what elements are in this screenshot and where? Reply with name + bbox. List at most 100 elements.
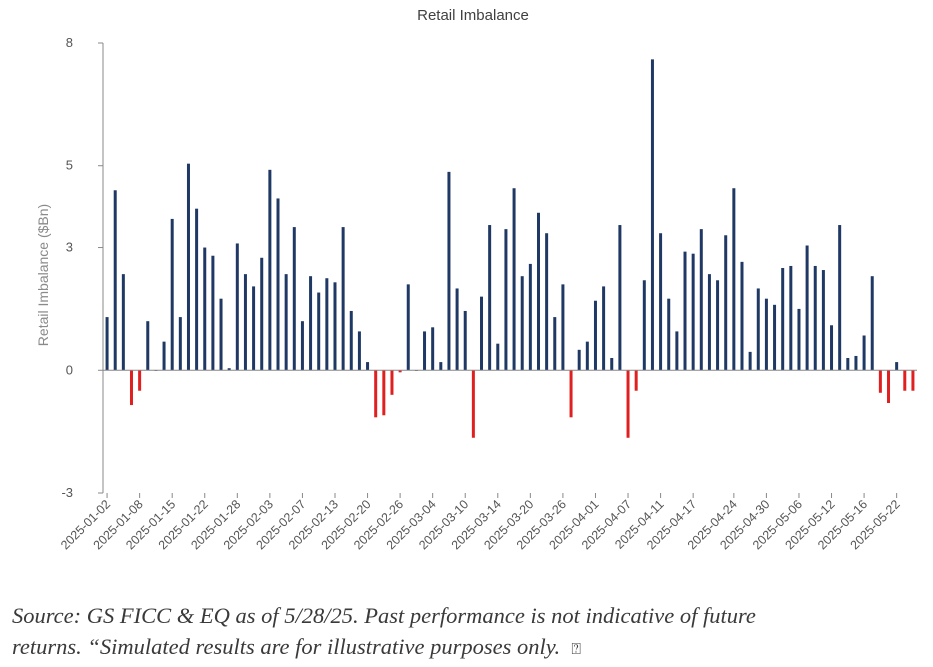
bar xyxy=(520,276,524,371)
y-tick-label: -3 xyxy=(61,485,73,500)
caption-line-1: Source: GS FICC & EQ as of 5/28/25. Past… xyxy=(12,603,756,628)
bar xyxy=(545,233,549,371)
bar xyxy=(195,208,199,371)
caption-line-2: returns. “Simulated results are for illu… xyxy=(12,631,927,665)
bar xyxy=(406,284,410,371)
bar xyxy=(878,370,882,393)
bar xyxy=(830,325,834,371)
bar xyxy=(789,265,793,371)
bar xyxy=(512,188,516,371)
bar xyxy=(854,355,858,371)
bar xyxy=(284,274,288,371)
bar xyxy=(821,270,825,371)
bar xyxy=(528,263,532,371)
bar xyxy=(211,255,215,371)
bar xyxy=(593,300,597,371)
bar xyxy=(797,308,801,371)
y-tick-label: 0 xyxy=(66,362,73,377)
bar xyxy=(870,276,874,371)
bar xyxy=(650,59,654,371)
y-axis-label: Retail Imbalance ($Bn) xyxy=(35,204,51,346)
bar xyxy=(618,225,622,371)
bar xyxy=(138,370,142,391)
bar xyxy=(162,341,166,371)
bar xyxy=(366,362,370,371)
bar xyxy=(675,331,679,371)
bar xyxy=(349,310,353,371)
missing-glyph-icon: ⍰ xyxy=(571,641,581,658)
bar xyxy=(602,286,606,371)
bar xyxy=(357,331,361,371)
bar xyxy=(724,235,728,371)
bar-series xyxy=(105,59,915,438)
bar xyxy=(219,298,223,371)
bar xyxy=(561,284,565,371)
bar xyxy=(748,351,752,371)
bar xyxy=(846,358,850,371)
bar xyxy=(455,288,459,371)
x-axis: 2025-01-022025-01-082025-01-152025-01-22… xyxy=(58,493,903,552)
bar xyxy=(659,233,663,371)
y-tick-label: 8 xyxy=(66,35,73,50)
bar xyxy=(276,198,280,371)
bar xyxy=(732,188,736,371)
bar xyxy=(325,278,329,371)
bar xyxy=(496,343,500,371)
axis-lines xyxy=(102,43,917,493)
bar xyxy=(170,218,174,371)
bar xyxy=(504,229,508,371)
bar xyxy=(634,370,638,391)
bar xyxy=(203,247,207,371)
chart-title: Retail Imbalance xyxy=(417,7,529,24)
bar xyxy=(463,310,467,371)
bar xyxy=(227,368,231,371)
bar xyxy=(113,190,117,371)
bar xyxy=(374,370,378,418)
bar xyxy=(178,317,182,371)
bar xyxy=(480,296,484,371)
bar xyxy=(300,321,304,371)
bar xyxy=(341,227,345,371)
bar xyxy=(577,349,581,371)
bar xyxy=(129,370,133,406)
bar xyxy=(390,370,394,395)
bar xyxy=(862,335,866,371)
source-caption: Source: GS FICC & EQ as of 5/28/25. Past… xyxy=(12,600,927,665)
bar xyxy=(716,280,720,371)
bar xyxy=(439,362,443,371)
bar xyxy=(610,358,614,371)
bar xyxy=(903,370,907,391)
bar xyxy=(781,268,785,371)
bar xyxy=(186,163,190,371)
bar xyxy=(382,370,386,416)
bar xyxy=(764,298,768,371)
bar xyxy=(699,229,703,371)
bar xyxy=(707,274,711,371)
bar xyxy=(333,282,337,371)
bar xyxy=(268,169,272,371)
bar xyxy=(423,331,427,371)
bar xyxy=(691,253,695,371)
bar xyxy=(105,317,109,371)
y-axis: -3 0 3 5 8 xyxy=(61,35,103,500)
bar xyxy=(260,257,264,371)
y-tick-label: 3 xyxy=(66,240,73,255)
bar xyxy=(773,304,777,371)
bar xyxy=(317,292,321,371)
bar xyxy=(146,321,150,371)
bar xyxy=(471,370,475,438)
bar xyxy=(642,280,646,371)
bar xyxy=(292,227,296,371)
bar xyxy=(569,370,573,418)
bar xyxy=(121,274,125,371)
bar-chart: Retail Imbalance Retail Imbalance ($Bn) … xyxy=(35,7,917,552)
bar xyxy=(398,370,402,373)
y-tick-label: 5 xyxy=(66,158,73,173)
bar xyxy=(911,370,915,391)
bar xyxy=(813,265,817,371)
bar xyxy=(740,261,744,371)
bar xyxy=(309,276,313,371)
bar xyxy=(553,317,557,371)
bar xyxy=(683,251,687,371)
bar xyxy=(235,243,239,371)
